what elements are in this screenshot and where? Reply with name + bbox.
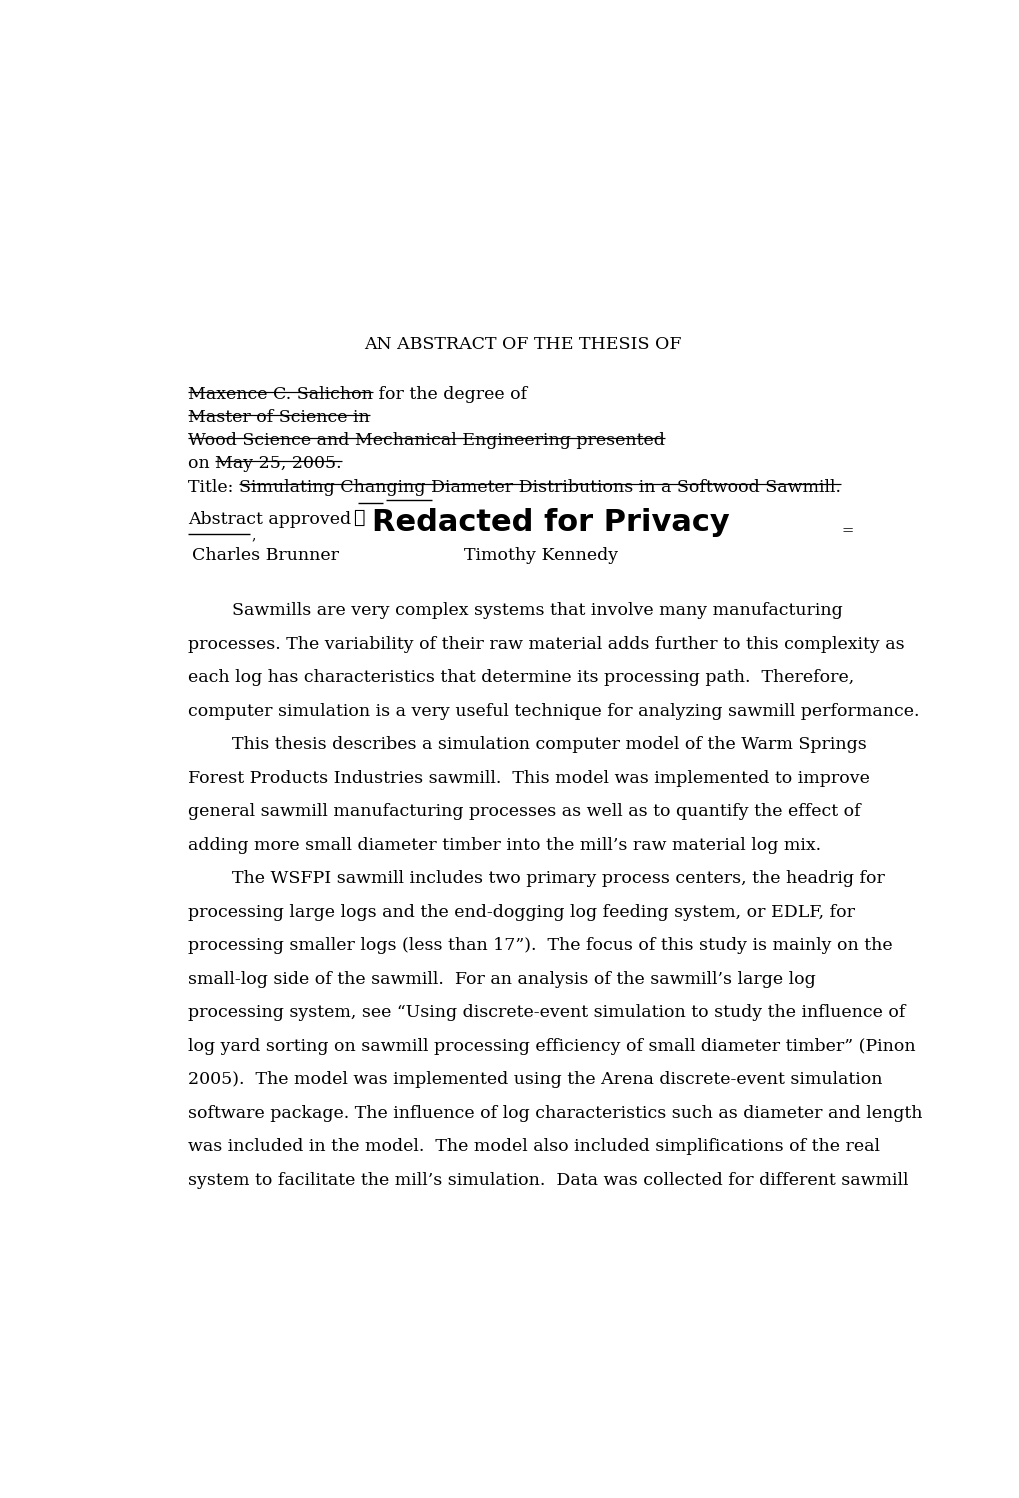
- Text: processing large logs and the end-dogging log feeding system, or EDLF, for: processing large logs and the end-doggin…: [187, 903, 854, 921]
- Text: Simulating Changing Diameter Distributions in a Softwood Sawmill.: Simulating Changing Diameter Distributio…: [238, 478, 840, 496]
- Text: The WSFPI sawmill includes two primary process centers, the headrig for: The WSFPI sawmill includes two primary p…: [187, 870, 883, 887]
- Text: for the degree of: for the degree of: [373, 386, 527, 403]
- Text: log yard sorting on sawmill processing efficiency of small diameter timber” (Pin: log yard sorting on sawmill processing e…: [187, 1038, 915, 1055]
- Text: 2005).  The model was implemented using the Arena discrete-event simulation: 2005). The model was implemented using t…: [187, 1071, 881, 1089]
- Text: processing system, see “Using discrete-event simulation to study the influence o: processing system, see “Using discrete-e…: [187, 1005, 905, 1022]
- Text: processes. The variability of their raw material adds further to this complexity: processes. The variability of their raw …: [187, 637, 904, 653]
- Text: on: on: [187, 455, 215, 472]
- Text: This thesis describes a simulation computer model of the Warm Springs: This thesis describes a simulation compu…: [187, 737, 866, 753]
- Text: was included in the model.  The model also included simplifications of the real: was included in the model. The model als…: [187, 1138, 879, 1155]
- Text: ,: ,: [252, 529, 256, 542]
- Text: Forest Products Industries sawmill.  This model was implemented to improve: Forest Products Industries sawmill. This…: [187, 770, 869, 786]
- Text: Timothy Kennedy: Timothy Kennedy: [463, 547, 618, 565]
- Text: Redacted for Privacy: Redacted for Privacy: [371, 508, 729, 536]
- Text: ✓: ✓: [353, 508, 365, 527]
- Text: general sawmill manufacturing processes as well as to quantify the effect of: general sawmill manufacturing processes …: [187, 803, 860, 821]
- Text: processing smaller logs (less than 17”).  The focus of this study is mainly on t: processing smaller logs (less than 17”).…: [187, 938, 892, 954]
- Text: Master of Science in: Master of Science in: [187, 409, 369, 427]
- Text: small-log side of the sawmill.  For an analysis of the sawmill’s large log: small-log side of the sawmill. For an an…: [187, 971, 815, 989]
- Text: system to facilitate the mill’s simulation.  Data was collected for different sa: system to facilitate the mill’s simulati…: [187, 1171, 908, 1189]
- Text: Sawmills are very complex systems that involve many manufacturing: Sawmills are very complex systems that i…: [187, 602, 842, 620]
- Text: Charles Brunner: Charles Brunner: [192, 547, 338, 565]
- Text: Maxence C. Salichon: Maxence C. Salichon: [187, 386, 373, 403]
- Text: software package. The influence of log characteristics such as diameter and leng: software package. The influence of log c…: [187, 1106, 921, 1122]
- Text: adding more small diameter timber into the mill’s raw material log mix.: adding more small diameter timber into t…: [187, 837, 820, 854]
- Text: May 25, 2005.: May 25, 2005.: [215, 455, 341, 472]
- Text: Abstract approved: Abstract approved: [187, 511, 351, 527]
- Text: computer simulation is a very useful technique for analyzing sawmill performance: computer simulation is a very useful tec…: [187, 703, 918, 721]
- Text: =: =: [841, 524, 853, 538]
- Text: Title:: Title:: [187, 478, 238, 496]
- Text: Wood Science and Mechanical Engineering presented: Wood Science and Mechanical Engineering …: [187, 433, 664, 449]
- Text: AN ABSTRACT OF THE THESIS OF: AN ABSTRACT OF THE THESIS OF: [364, 336, 681, 354]
- Text: each log has characteristics that determine its processing path.  Therefore,: each log has characteristics that determ…: [187, 670, 853, 686]
